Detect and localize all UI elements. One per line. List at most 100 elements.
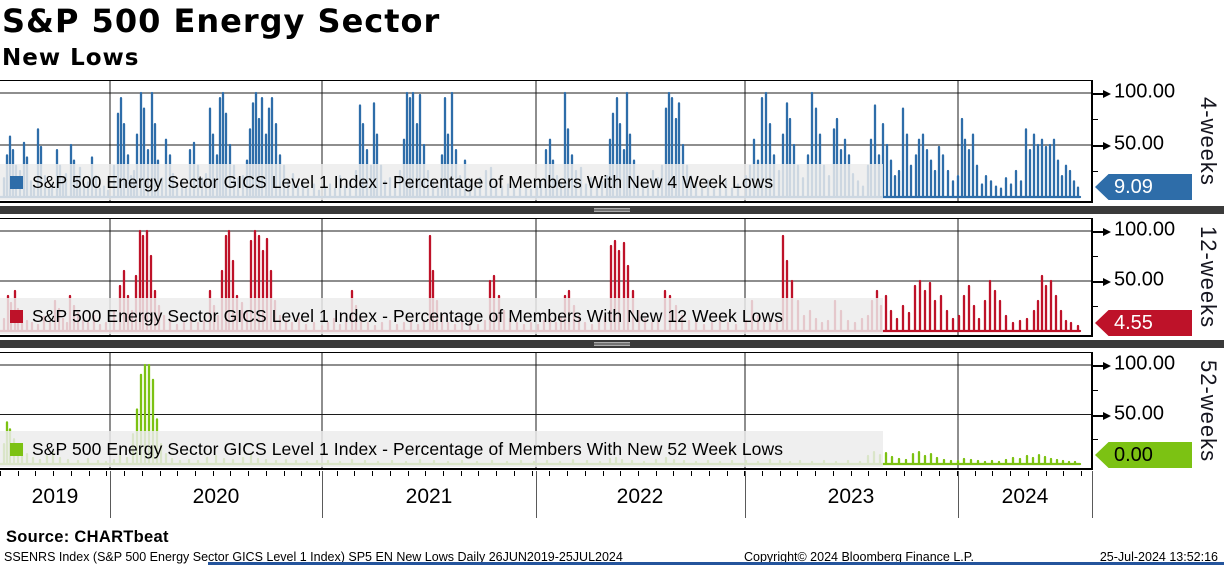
month-tick	[177, 471, 179, 476]
month-tick	[832, 471, 834, 476]
month-tick	[549, 471, 551, 476]
month-tick	[443, 471, 444, 476]
month-tick	[212, 471, 214, 476]
month-tick	[1027, 471, 1029, 476]
month-tick	[779, 471, 781, 476]
last-value-tag-4w: 9.09	[1095, 174, 1192, 200]
panel-52-weeks: 100.00 50.00 0.00 52-weeks S&P 500 Energ…	[0, 352, 1224, 470]
month-tick	[0, 471, 1, 476]
month-tick	[956, 471, 958, 476]
panel-divider[interactable]	[0, 206, 1224, 214]
month-tick	[708, 471, 710, 476]
legend-52w: S&P 500 Energy Sector GICS Level 1 Index…	[0, 431, 883, 467]
month-tick	[301, 471, 303, 476]
month-tick	[1063, 471, 1065, 476]
month-tick	[868, 471, 870, 476]
month-tick	[531, 471, 533, 476]
month-tick	[655, 471, 657, 476]
month-tick	[460, 471, 462, 476]
tick-75	[1092, 256, 1098, 257]
panel-4-weeks: 100.00 50.00 9.09 4-weeks S&P 500 Energy…	[0, 80, 1224, 203]
bottom-accent-line	[208, 562, 1224, 565]
axis-label-50: 50.00	[1114, 402, 1165, 425]
month-tick	[407, 471, 409, 476]
month-tick	[691, 471, 693, 476]
month-tick	[248, 471, 250, 476]
month-tick	[974, 471, 976, 476]
month-tick	[620, 471, 622, 476]
year-separator	[745, 471, 746, 518]
tick-50	[1092, 412, 1111, 420]
month-tick	[478, 471, 480, 476]
panel-12-weeks: 100.00 50.00 4.55 12-weeks S&P 500 Energ…	[0, 218, 1224, 337]
panel-label-52-weeks: 52-weeks	[1196, 359, 1221, 463]
month-tick	[194, 471, 196, 476]
month-tick	[637, 471, 639, 476]
axis-label-50: 50.00	[1114, 132, 1165, 155]
panel-divider[interactable]	[0, 340, 1224, 348]
legend-marker-4w	[10, 175, 23, 189]
month-tick	[992, 471, 994, 476]
year-separator	[110, 471, 111, 518]
month-tick	[584, 471, 586, 476]
month-tick	[70, 471, 72, 476]
year-label-2019: 2019	[31, 485, 79, 508]
source-label: Source: CHARTbeat	[6, 528, 169, 546]
month-tick	[567, 471, 568, 476]
month-tick	[815, 471, 817, 476]
legend-4w: S&P 500 Energy Sector GICS Level 1 Index…	[0, 164, 883, 200]
month-tick	[230, 471, 232, 476]
page-subtitle: New Lows	[2, 45, 140, 71]
month-tick	[513, 471, 515, 476]
year-label-2021: 2021	[405, 485, 453, 508]
month-tick	[159, 471, 161, 476]
month-tick	[921, 471, 923, 476]
month-tick	[265, 471, 267, 476]
legend-text-12w: S&P 500 Energy Sector GICS Level 1 Index…	[32, 305, 784, 326]
month-tick	[496, 471, 498, 476]
legend-12w: S&P 500 Energy Sector GICS Level 1 Index…	[0, 298, 883, 334]
last-value-tag-52w: 0.00	[1095, 442, 1192, 468]
month-tick	[35, 471, 37, 476]
month-tick	[744, 471, 746, 476]
year-separator	[536, 471, 537, 518]
tick-100	[1092, 90, 1111, 98]
month-tick	[389, 471, 391, 476]
month-tick	[425, 471, 427, 476]
tick-100	[1092, 228, 1111, 236]
footer-timestamp: 25-Jul-2024 13:52:16	[1099, 550, 1218, 564]
tick-25	[1092, 306, 1098, 307]
year-label-2022: 2022	[616, 485, 664, 508]
month-tick	[319, 471, 320, 476]
axis-label-100: 100.00	[1114, 218, 1176, 241]
month-tick	[726, 471, 728, 476]
legend-marker-52w	[10, 442, 23, 456]
tick-50	[1092, 142, 1111, 150]
year-separator	[322, 471, 323, 518]
footer-copyright: Copyright© 2024 Bloomberg Finance L.P.	[744, 550, 974, 564]
month-tick	[53, 471, 55, 476]
month-tick	[903, 471, 905, 476]
x-axis: 2019 2020 2021 2022 2023 2024	[0, 470, 1224, 528]
panel-label-4-weeks: 4-weeks	[1196, 97, 1221, 186]
divider-grip-icon[interactable]	[594, 341, 630, 347]
year-label-2020: 2020	[192, 485, 240, 508]
month-tick	[372, 471, 374, 476]
axis-label-100: 100.00	[1114, 80, 1176, 103]
tick-25	[1092, 439, 1098, 440]
month-tick	[673, 471, 675, 476]
divider-grip-icon[interactable]	[594, 207, 630, 213]
legend-marker-12w	[10, 309, 23, 323]
last-value-tag-12w: 4.55	[1095, 310, 1192, 336]
month-tick	[336, 471, 338, 476]
footer-ticker-info: SSENRS Index (S&P 500 Energy Sector GICS…	[4, 550, 623, 564]
tick-75	[1092, 390, 1098, 391]
month-tick	[354, 471, 356, 476]
month-tick	[17, 471, 19, 476]
month-tick	[283, 471, 285, 476]
tick-75	[1092, 119, 1098, 120]
year-separator	[958, 471, 959, 518]
month-tick	[106, 471, 108, 476]
month-tick	[762, 471, 763, 476]
page-title: S&P 500 Energy Sector	[2, 2, 441, 40]
